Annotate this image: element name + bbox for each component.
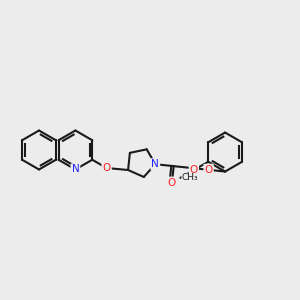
Text: O: O — [190, 165, 198, 175]
Text: N: N — [152, 159, 159, 169]
Text: N: N — [71, 164, 79, 175]
Text: O: O — [168, 178, 176, 188]
Text: CH₃: CH₃ — [182, 173, 199, 182]
Text: O: O — [205, 165, 213, 175]
Text: O: O — [103, 163, 111, 173]
